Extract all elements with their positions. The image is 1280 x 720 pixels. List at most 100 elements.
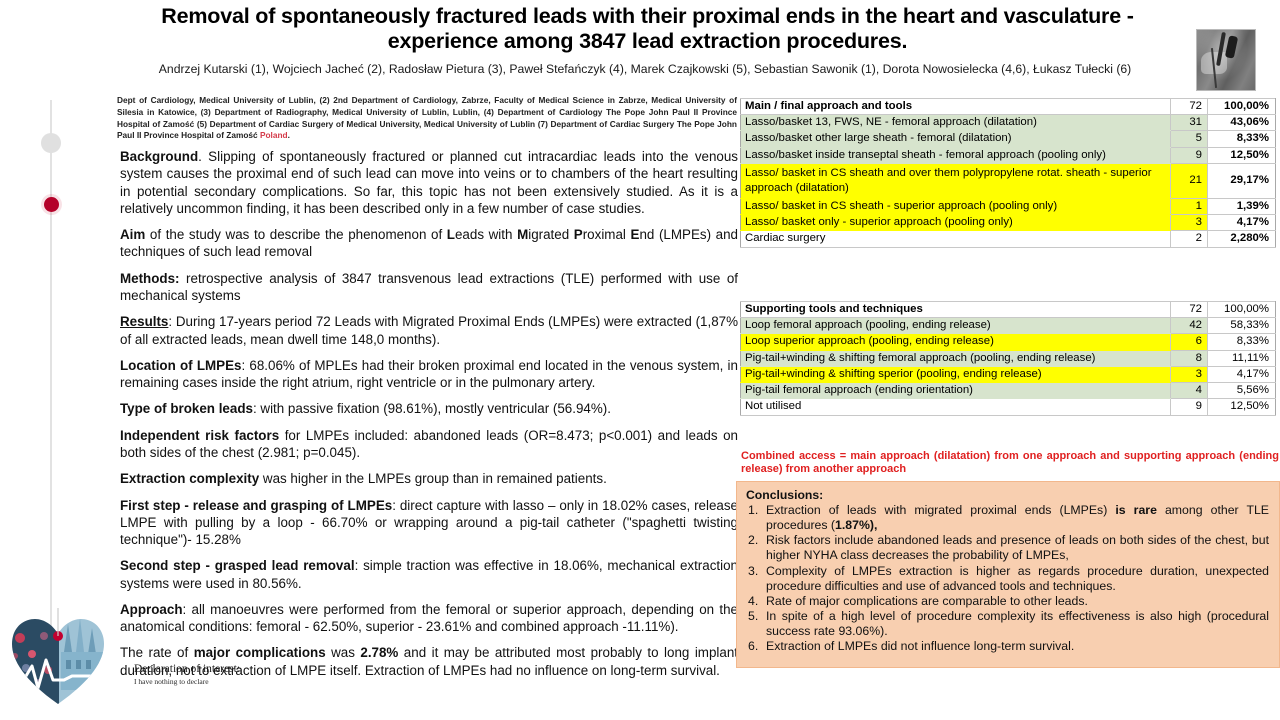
cell-count: 5 <box>1169 130 1209 148</box>
cell-count: 3 <box>1169 214 1209 232</box>
cell-count: 8 <box>1169 349 1209 367</box>
cell-count: 31 <box>1169 114 1209 132</box>
table-row: Lasso/ basket in CS sheath - superior ap… <box>740 197 1276 216</box>
paragraph-complexity: Extraction complexity was higher in the … <box>120 470 738 487</box>
table-row: Loop femoral approach (pooling, ending r… <box>740 317 1276 335</box>
text-location: : 68.06% of MPLEs had their broken proxi… <box>120 357 738 391</box>
cell-header-count: 72 <box>1169 300 1209 319</box>
list-item-number: 2. <box>748 533 759 548</box>
cell-percent: 11,11% <box>1207 349 1276 367</box>
table-row: Loop superior approach (pooling, ending … <box>740 333 1276 351</box>
affiliations-country: Poland <box>259 130 288 141</box>
list-item-text: Complexity of LMPEs extraction is higher… <box>766 563 1269 593</box>
cell-percent: 2,280% <box>1207 230 1276 248</box>
list-item-number: 1. <box>748 503 759 517</box>
cell-count: 9 <box>1169 398 1209 416</box>
cell-count: 4 <box>1169 382 1209 400</box>
cell-percent: 5,56% <box>1207 382 1276 400</box>
cell-percent: 8,33% <box>1207 130 1276 148</box>
table-main-approach-and-tools: Main / final approach and tools 72 100,0… <box>740 97 1276 248</box>
list-item-number: 6. <box>748 639 759 654</box>
paragraph-complication-rate: The rate of major complications was 2.78… <box>120 644 738 679</box>
text-rate-1: The rate of <box>120 645 194 661</box>
list-item: 3. Complexity of LMPEs extraction is high… <box>746 564 1269 594</box>
body-column: Background. Slipping of spontaneously fr… <box>120 148 738 688</box>
paragraph-location: Location of LMPEs: 68.06% of MPLEs had t… <box>120 357 738 392</box>
cell-percent: 4,17% <box>1207 214 1276 232</box>
paragraph-type: Type of broken leads: with passive fixat… <box>120 400 738 417</box>
label-aim: Aim <box>120 227 146 243</box>
label-location: Location of LMPEs <box>120 357 242 373</box>
paragraph-background: Background. Slipping of spontaneously fr… <box>120 148 738 217</box>
text-type: : with passive fixation (98.61%), mostly… <box>252 401 611 417</box>
text-first-step: : direct capture with lasso – only in 18… <box>120 497 738 548</box>
list-item-number: 4. <box>748 593 759 608</box>
rail-marker-red-icon <box>44 197 59 212</box>
text-aim-2: eads with <box>454 227 518 243</box>
rail-marker-gray-icon <box>41 133 61 153</box>
cell-label: Loop femoral approach (pooling, ending r… <box>740 317 1171 335</box>
list-item: 6. Extraction of LMPEs did not influence … <box>746 639 1269 654</box>
affiliations-period: . <box>287 130 290 141</box>
text-rate-3: and it may be attributed most probably t… <box>120 645 738 678</box>
list-item-text: Extraction of leads with migrated proxim… <box>766 503 1116 517</box>
list-item: 1. Extraction of leads with migrated prox… <box>746 503 1269 533</box>
paragraph-risk-factors: Independent risk factors for LMPEs inclu… <box>120 427 738 462</box>
table-row: Lasso/ basket in CS sheath and over them… <box>740 162 1276 199</box>
affiliations-text: Dept of Cardiology, Medical University o… <box>117 95 737 142</box>
list-item: 4. Rate of major complications are compar… <box>746 594 1269 609</box>
text-rate-2: was <box>325 645 361 661</box>
author-list: Andrzej Kutarski (1), Wojciech Jacheć (2… <box>158 62 1132 76</box>
text-methods: retrospective analysis of 3847 transveno… <box>120 270 738 303</box>
text-aim-3: igrated <box>528 227 574 243</box>
cell-count: 9 <box>1169 146 1209 164</box>
label-type: Type of broken leads <box>120 401 253 417</box>
cell-label: Lasso/basket 13, FWS, NE - femoral appro… <box>740 114 1171 132</box>
list-item-text: Rate of major complications are comparab… <box>766 593 1088 608</box>
table-support-body: Supporting tools and techniques 72 100,0… <box>740 300 1276 416</box>
cell-label: Lasso/ basket in CS sheath and over them… <box>740 162 1171 199</box>
text-aim-M: M <box>517 227 529 243</box>
cell-count: 2 <box>1169 230 1209 248</box>
xray-lead-2 <box>1224 35 1239 59</box>
text-results: : During 17-years period 72 Leads with M… <box>120 314 738 347</box>
table-main-body: Main / final approach and tools 72 100,0… <box>740 97 1276 248</box>
cell-label: Lasso/ basket in CS sheath - superior ap… <box>740 197 1171 216</box>
cell-percent: 4,17% <box>1207 365 1276 384</box>
text-aim-5: nd (LMPEs) and techniques of such lead r… <box>120 227 738 260</box>
list-item-bold-2: 1.87%), <box>835 518 878 533</box>
paragraph-methods: Methods: retrospective analysis of 3847 … <box>120 270 738 305</box>
label-complexity: Extraction complexity <box>120 471 260 487</box>
paragraph-second-step: Second step - grasped lead removal: simp… <box>120 557 738 592</box>
cell-count: 6 <box>1169 333 1209 351</box>
label-major-complications: major complications <box>193 645 326 661</box>
list-item: 2. Risk factors include abandoned leads a… <box>746 533 1269 563</box>
text-approach: : all manoeuvres were performed from the… <box>120 601 738 635</box>
list-item-number: 3. <box>748 563 759 578</box>
label-second-step: Second step - grasped lead removal <box>120 558 355 574</box>
label-methods: Methods: <box>120 270 180 286</box>
cell-label: Lasso/basket other large sheath - femora… <box>740 130 1171 148</box>
list-item: 5. In spite of a high level of procedure … <box>746 609 1269 639</box>
value-major-complication-rate: 2.78% <box>360 645 399 661</box>
table-row: Lasso/basket 13, FWS, NE - femoral appro… <box>740 114 1276 132</box>
table-row-header: Supporting tools and techniques 72 100,0… <box>740 300 1276 319</box>
table-row: Pig-tail+winding & shifting femoral appr… <box>740 349 1276 367</box>
text-complexity: was higher in the LMPEs group than in re… <box>259 471 607 487</box>
conclusions-panel: Conclusions: 1. Extraction of leads with … <box>736 481 1280 668</box>
cell-label: Pig-tail+winding & shifting sperior (poo… <box>740 365 1171 384</box>
paragraph-first-step: First step - release and grasping of LMP… <box>120 497 738 549</box>
affiliations-main: Dept of Cardiology, Medical University o… <box>117 95 737 141</box>
text-second-step: : simple traction was effective in 18.06… <box>120 558 738 591</box>
cell-label: Pig-tail+winding & shifting femoral appr… <box>740 349 1171 367</box>
paragraph-approach: Approach: all manoeuvres were performed … <box>120 601 738 636</box>
text-aim-L: L <box>446 227 455 243</box>
cell-header-percent: 100,00% <box>1207 97 1276 116</box>
table-row: Pig-tail femoral approach (ending orient… <box>740 382 1276 400</box>
cell-header-percent: 100,00% <box>1207 300 1276 319</box>
cell-header-label: Main / final approach and tools <box>740 97 1171 116</box>
cell-label: Pig-tail femoral approach (ending orient… <box>740 382 1171 400</box>
list-item-text: Extraction of LMPEs did not influence lo… <box>766 639 1075 654</box>
table-row: Lasso/basket other large sheath - femora… <box>740 130 1276 148</box>
decorative-rail-line <box>50 100 52 660</box>
